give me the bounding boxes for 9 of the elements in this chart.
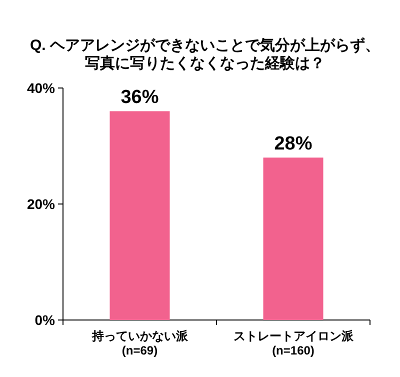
ytick: 20%	[26, 196, 55, 212]
data-label: 36%	[120, 87, 159, 108]
ytick: 0%	[34, 312, 55, 328]
subtitle: 写真に写りたくなくなった経験は？	[85, 55, 325, 72]
xtick: 持っていかない派 (n=69)	[92, 329, 188, 358]
data-label: 28%	[274, 134, 312, 155]
xtick: ストレートアイロン派 (n=160)	[233, 329, 354, 358]
title: Q. ヘアアレンジができないことで気分が上がらず、	[30, 37, 380, 54]
ytick: 40%	[26, 80, 55, 96]
